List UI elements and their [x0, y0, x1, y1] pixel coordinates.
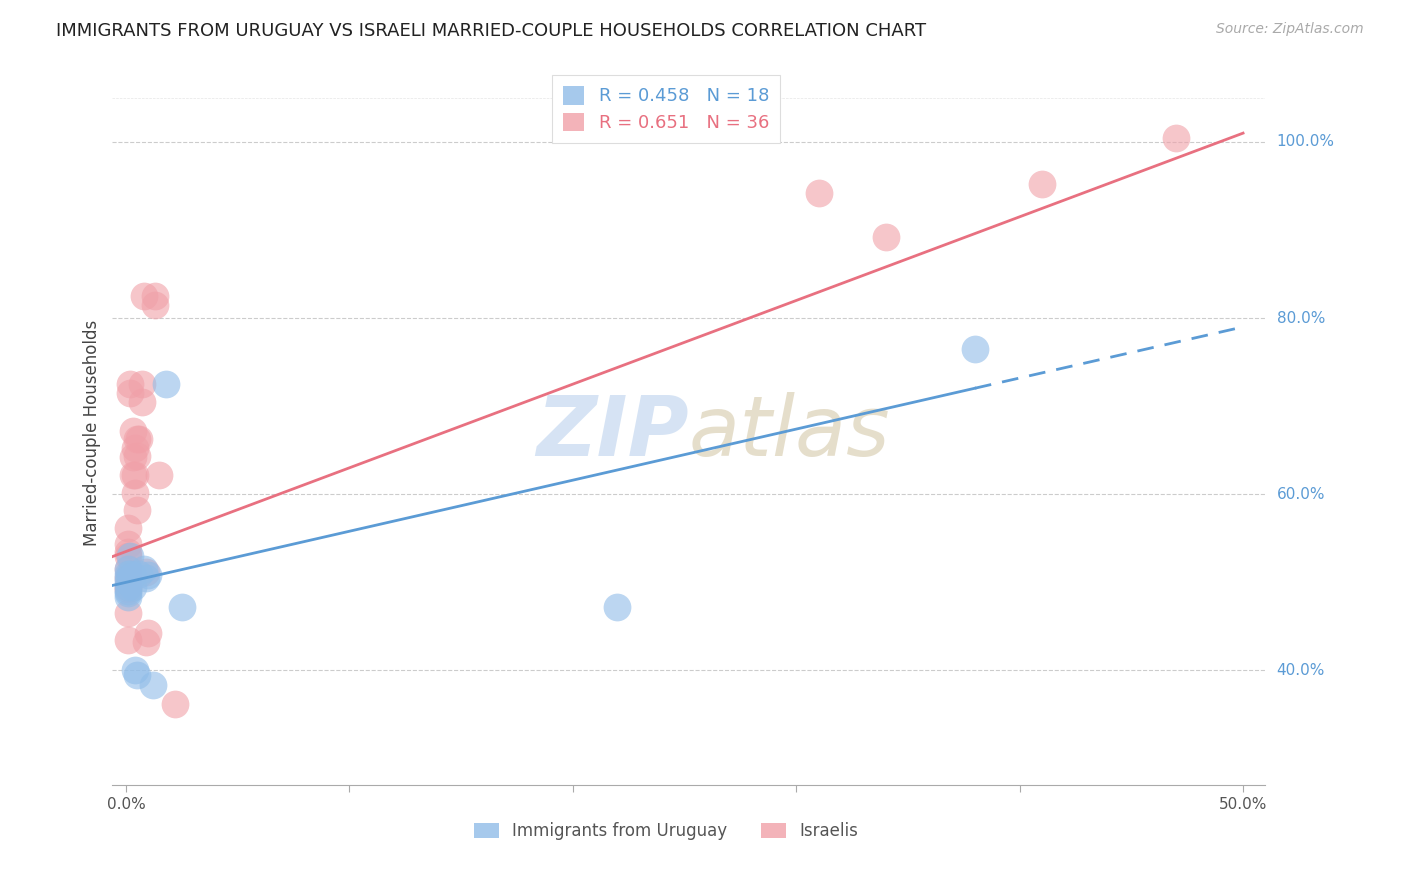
- Point: [117, 586, 139, 600]
- Point: [143, 298, 166, 312]
- Point: [117, 549, 139, 563]
- Point: [121, 450, 143, 465]
- Text: IMMIGRANTS FROM URUGUAY VS ISRAELI MARRIED-COUPLE HOUSEHOLDS CORRELATION CHART: IMMIGRANTS FROM URUGUAY VS ISRAELI MARRI…: [56, 22, 927, 40]
- Point: [143, 289, 166, 303]
- Point: [120, 571, 142, 585]
- Point: [117, 562, 139, 576]
- Point: [117, 571, 139, 585]
- Point: [142, 678, 165, 692]
- Point: [124, 485, 146, 500]
- Point: [117, 566, 139, 581]
- Point: [125, 668, 148, 682]
- Point: [125, 450, 148, 464]
- Point: [132, 562, 155, 576]
- Point: [117, 584, 139, 599]
- Point: [117, 544, 139, 558]
- Point: [120, 377, 142, 392]
- Text: 100.0%: 100.0%: [1277, 135, 1334, 150]
- Point: [155, 377, 177, 392]
- Point: [135, 571, 157, 585]
- Point: [135, 565, 157, 579]
- Point: [1164, 130, 1187, 145]
- Point: [128, 432, 150, 446]
- Point: [117, 571, 139, 585]
- Point: [120, 549, 142, 563]
- Point: [163, 697, 186, 711]
- Point: [121, 580, 143, 594]
- Point: [124, 467, 146, 482]
- Point: [117, 537, 139, 551]
- Point: [136, 568, 159, 582]
- Point: [128, 566, 150, 581]
- Point: [125, 503, 148, 517]
- Point: [117, 580, 139, 594]
- Point: [117, 591, 139, 605]
- Point: [125, 432, 148, 446]
- Point: [117, 582, 139, 597]
- Point: [131, 377, 153, 392]
- Point: [135, 635, 157, 649]
- Point: [117, 521, 139, 535]
- Point: [117, 562, 139, 576]
- Point: [124, 442, 146, 456]
- Point: [121, 568, 143, 582]
- Point: [120, 566, 142, 581]
- Point: [136, 626, 159, 640]
- Point: [1031, 178, 1053, 192]
- Point: [170, 600, 193, 615]
- Point: [121, 467, 143, 482]
- Point: [963, 342, 986, 356]
- Text: ZIP: ZIP: [536, 392, 689, 473]
- Y-axis label: Married-couple Households: Married-couple Households: [83, 319, 101, 546]
- Point: [120, 386, 142, 401]
- Legend: Immigrants from Uruguay, Israelis: Immigrants from Uruguay, Israelis: [467, 816, 865, 847]
- Point: [117, 580, 139, 594]
- Point: [117, 575, 139, 590]
- Point: [606, 600, 628, 615]
- Point: [124, 664, 146, 678]
- Text: 80.0%: 80.0%: [1277, 310, 1324, 326]
- Point: [121, 424, 143, 438]
- Point: [875, 230, 897, 244]
- Text: 60.0%: 60.0%: [1277, 487, 1324, 502]
- Point: [117, 632, 139, 647]
- Point: [148, 467, 170, 482]
- Point: [131, 394, 153, 409]
- Text: 40.0%: 40.0%: [1277, 663, 1324, 678]
- Text: atlas: atlas: [689, 392, 890, 473]
- Point: [807, 186, 830, 200]
- Point: [132, 289, 155, 303]
- Text: Source: ZipAtlas.com: Source: ZipAtlas.com: [1216, 22, 1364, 37]
- Point: [117, 606, 139, 620]
